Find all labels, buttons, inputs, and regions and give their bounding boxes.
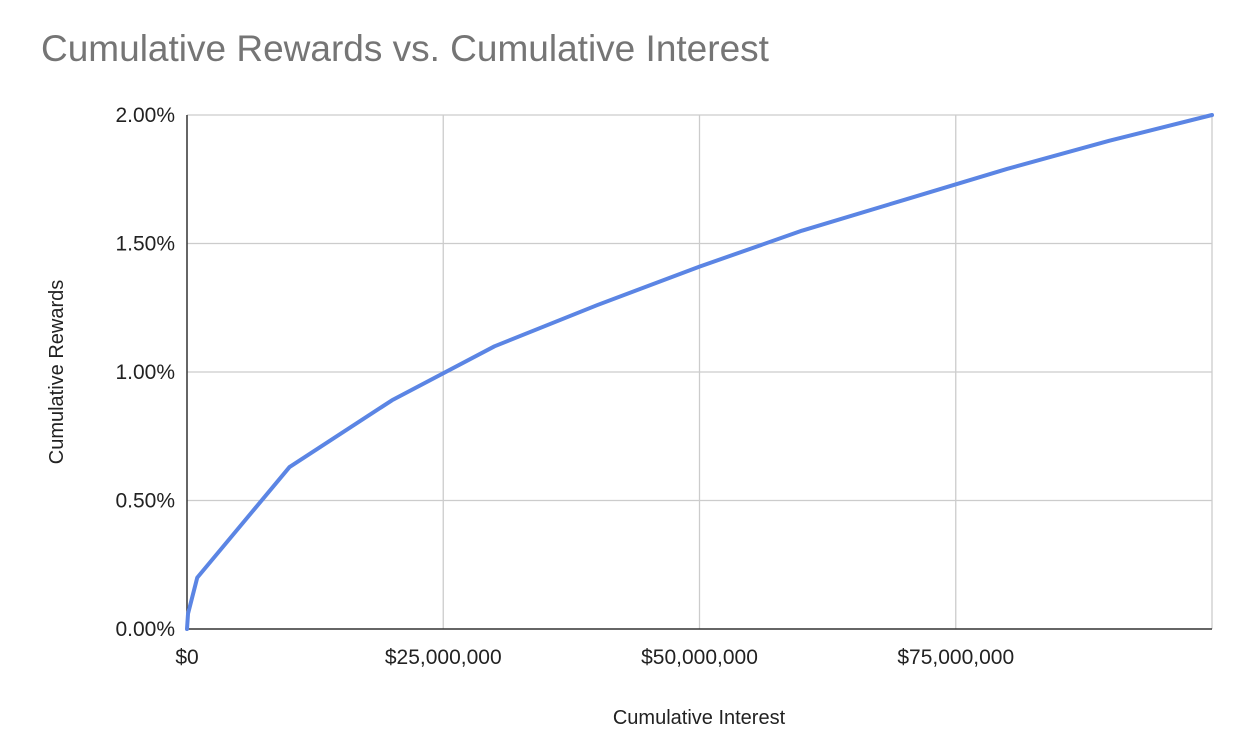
y-tick-label: 1.50% [115, 233, 175, 256]
y-tick-label: 2.00% [115, 104, 175, 127]
x-tick-label: $75,000,000 [897, 646, 1014, 669]
x-tick-label: $50,000,000 [641, 646, 758, 669]
y-tick-label: 0.50% [115, 490, 175, 513]
x-tick-label: $25,000,000 [385, 646, 502, 669]
x-axis-ticks: $0 $25,000,000 $50,000,000 $75,000,000 [175, 646, 1014, 669]
y-axis-ticks: 0.00% 0.50% 1.00% 1.50% 2.00% [115, 104, 175, 641]
x-axis-title: Cumulative Interest [613, 707, 786, 729]
x-tick-label: $0 [175, 646, 198, 669]
axes [186, 115, 1212, 630]
series-line [185, 113, 1214, 631]
chart-title: Cumulative Rewards vs. Cumulative Intere… [41, 28, 769, 69]
gridlines [187, 114, 1213, 629]
series-group [185, 113, 1214, 631]
y-tick-label: 0.00% [115, 618, 175, 641]
y-tick-label: 1.00% [115, 361, 175, 384]
y-axis-title: Cumulative Rewards [46, 280, 68, 465]
